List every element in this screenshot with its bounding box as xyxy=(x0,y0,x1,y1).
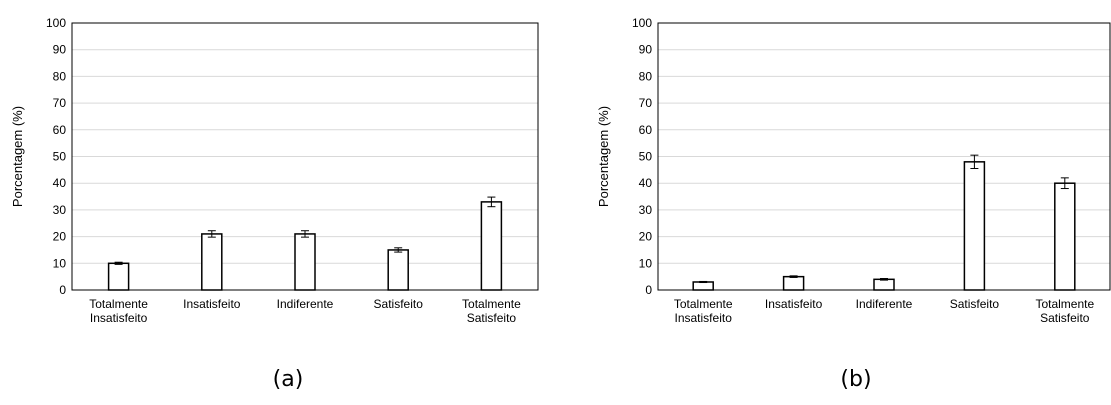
y-tick-label: 0 xyxy=(645,283,652,297)
y-tick-label: 30 xyxy=(639,203,653,217)
bar xyxy=(201,233,223,291)
bar xyxy=(480,201,503,291)
y-tick-label: 60 xyxy=(639,123,653,137)
y-tick-label: 0 xyxy=(59,283,66,297)
y-tick-label: 10 xyxy=(639,256,653,270)
y-tick-label: 40 xyxy=(639,176,653,190)
y-tick-label: 60 xyxy=(53,123,67,137)
x-tick-label: Totalmente Insatisfeito xyxy=(674,297,733,325)
x-tick-label: Insatisfeito xyxy=(765,297,823,311)
x-tick-label: Indiferente xyxy=(856,297,913,311)
bar xyxy=(387,249,409,291)
y-tick-label: 50 xyxy=(639,150,653,164)
y-tick-label: 20 xyxy=(639,230,653,244)
x-tick-label: Insatisfeito xyxy=(183,297,241,311)
bar xyxy=(1054,182,1076,291)
x-tick-label: Totalmente Insatisfeito xyxy=(89,297,148,325)
bar xyxy=(294,233,316,291)
bar xyxy=(782,275,805,291)
y-tick-label: 40 xyxy=(53,176,67,190)
y-tick-label: 70 xyxy=(639,96,653,110)
y-axis-label: Porcentagem (%) xyxy=(10,106,25,207)
panel-label: (a) xyxy=(273,367,304,392)
y-axis-label: Porcentagem (%) xyxy=(596,106,611,207)
y-tick-label: 10 xyxy=(53,256,67,270)
y-tick-label: 70 xyxy=(53,96,67,110)
y-tick-label: 90 xyxy=(53,43,67,57)
x-tick-label: Totalmente Satisfeito xyxy=(1035,297,1094,325)
x-tick-label: Satisfeito xyxy=(374,297,424,311)
bar xyxy=(963,161,986,291)
chart-a: 0 10 20 30 40 50 60 70 80 90 100 Totalmente Insatisf… xyxy=(10,16,539,392)
y-tick-label: 20 xyxy=(53,230,67,244)
bar xyxy=(873,278,895,291)
bar xyxy=(107,262,130,291)
y-tick-label: 100 xyxy=(632,16,652,30)
x-tick-label: Indiferente xyxy=(277,297,334,311)
y-tick-label: 100 xyxy=(46,16,66,30)
bar xyxy=(692,281,714,291)
x-tick-label: Totalmente Satisfeito xyxy=(462,297,521,325)
y-tick-label: 80 xyxy=(53,69,67,83)
y-tick-label: 90 xyxy=(639,43,653,57)
y-tick-label: 30 xyxy=(53,203,67,217)
chart-b: 0 10 20 30 40 50 60 70 80 90 100 Totalmente Insatisf… xyxy=(596,16,1111,392)
y-tick-label: 50 xyxy=(53,150,67,164)
x-tick-label: Satisfeito xyxy=(950,297,1000,311)
panel-label: (b) xyxy=(840,367,871,392)
y-tick-label: 80 xyxy=(639,69,653,83)
